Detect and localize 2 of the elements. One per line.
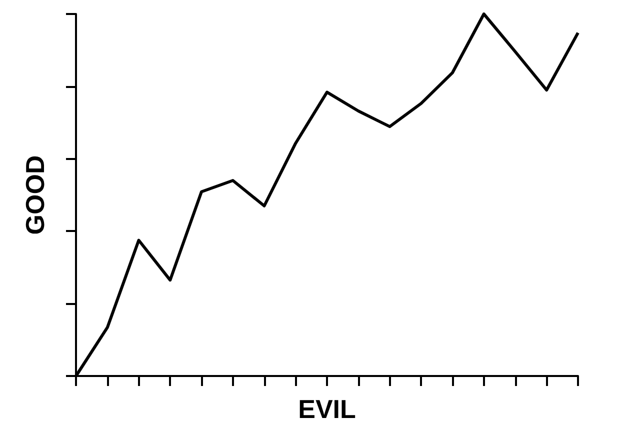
y-axis-title: GOOD (20, 155, 50, 235)
x-axis-title: EVIL (298, 394, 356, 424)
